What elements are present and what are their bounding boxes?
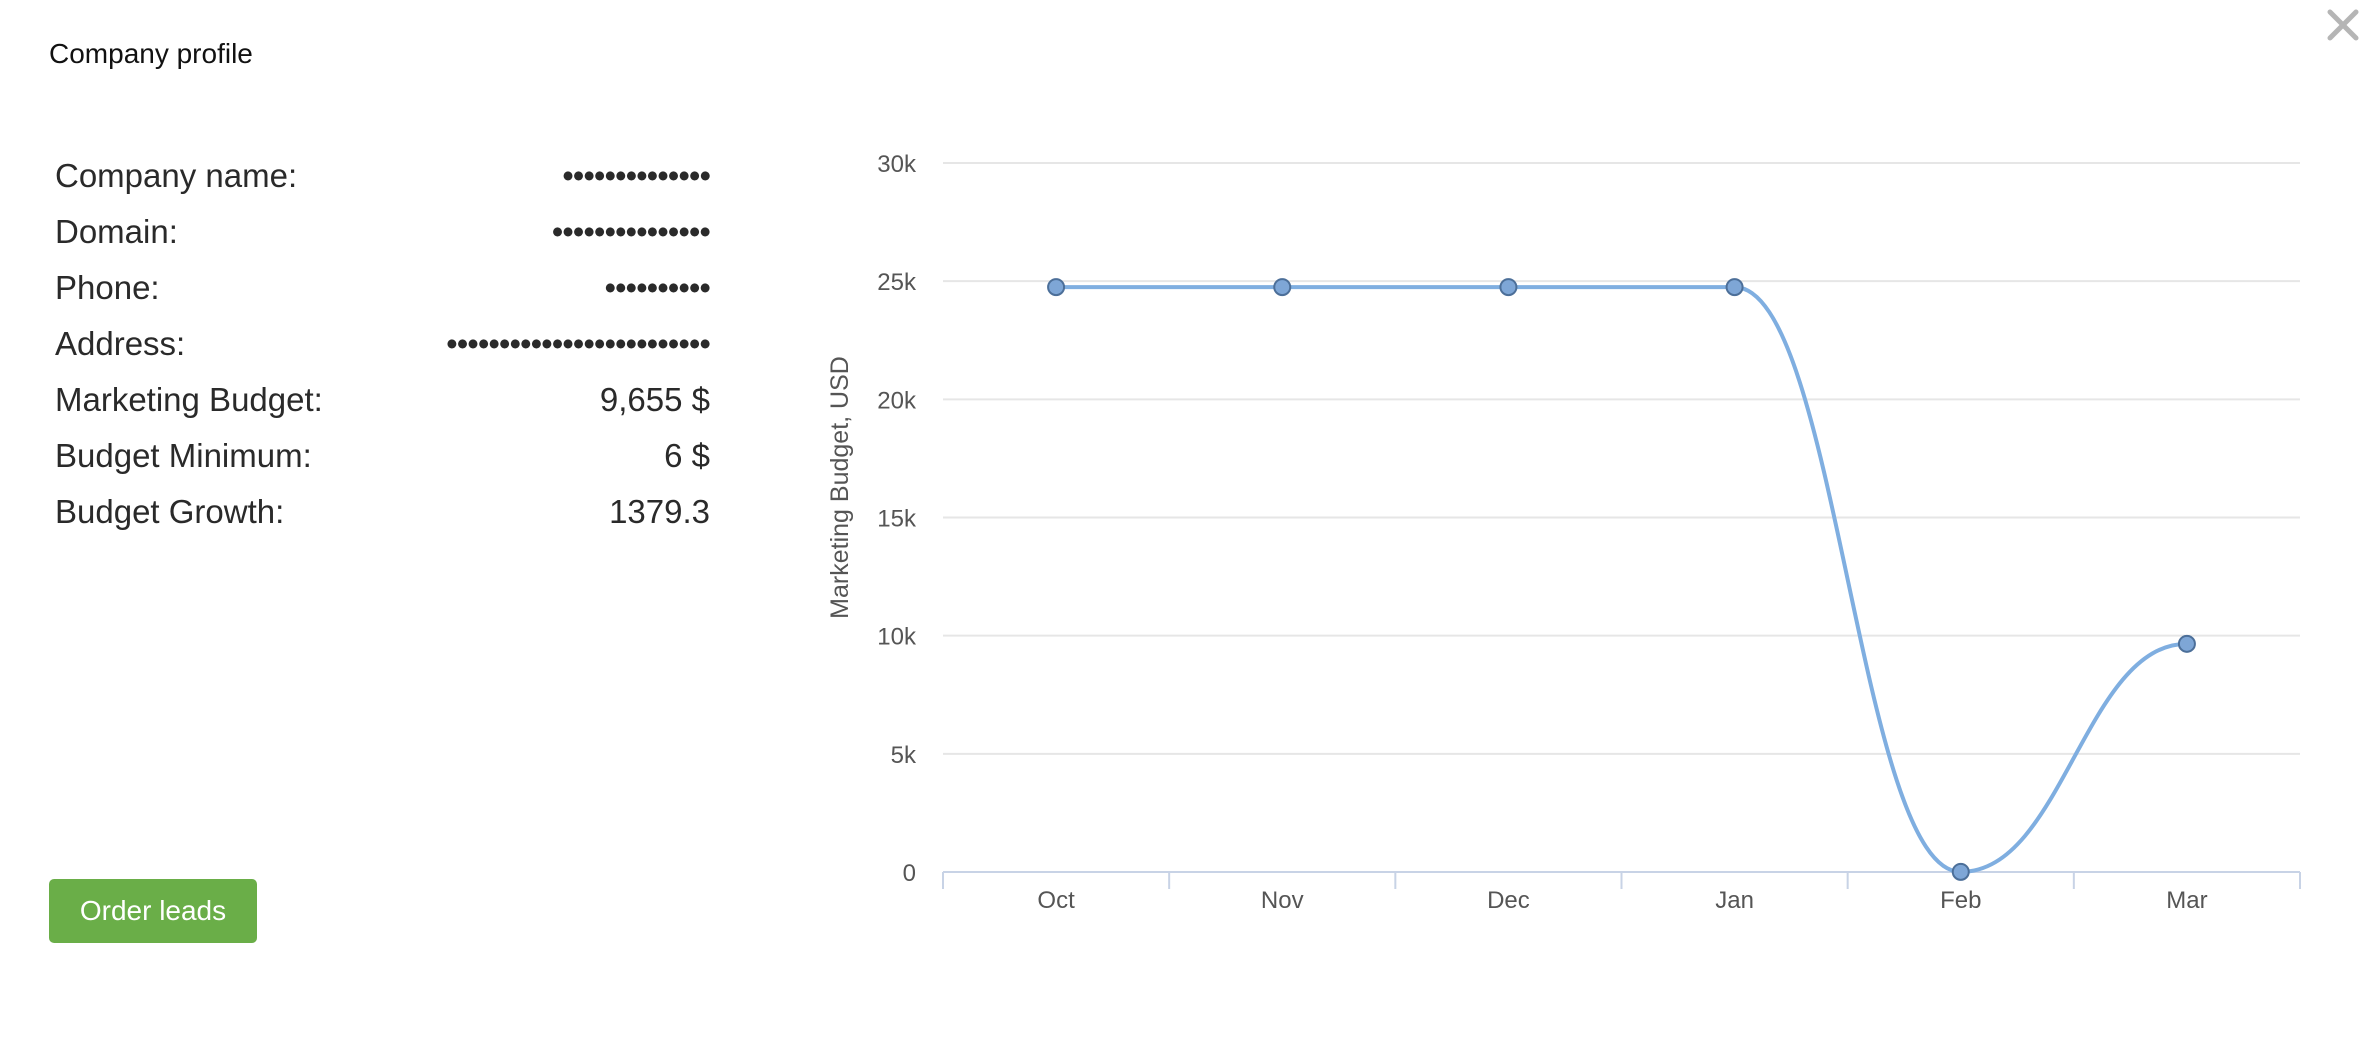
marketing-budget-label: Marketing Budget: xyxy=(55,381,323,418)
y-tick-label: 25k xyxy=(877,269,917,296)
x-tick-label: Jan xyxy=(1715,887,1754,914)
info-row-address: Address: ••••••••••••••••••••••••• xyxy=(55,316,711,372)
address-value: ••••••••••••••••••••••••• xyxy=(446,325,711,362)
data-point xyxy=(1951,862,1970,881)
x-tick-label: Oct xyxy=(1037,887,1075,914)
company-name-value: •••••••••••••• xyxy=(562,157,711,194)
data-point xyxy=(2177,634,2196,653)
y-tick-label: 0 xyxy=(903,860,916,887)
info-row-budget-growth: Budget Growth: 1379.3 xyxy=(55,484,710,540)
x-tick-label: Feb xyxy=(1940,887,1981,914)
info-row-marketing-budget: Marketing Budget: 9,655 $ xyxy=(55,372,710,428)
data-point xyxy=(1047,278,1066,297)
info-row-phone: Phone: •••••••••• xyxy=(55,260,711,316)
y-tick-label: 30k xyxy=(877,151,917,178)
dialog-title: Company profile xyxy=(49,38,253,69)
y-axis-title: Marketing Budget, USD xyxy=(826,356,854,619)
y-tick-label: 20k xyxy=(877,387,917,414)
y-tick-label: 15k xyxy=(877,506,917,533)
profile-info: Company name: •••••••••••••• Domain: •••… xyxy=(55,148,711,540)
order-leads-button[interactable]: Order leads xyxy=(49,879,257,943)
x-tick-label: Dec xyxy=(1487,887,1530,914)
data-point xyxy=(1725,278,1744,297)
chart-svg: 0 5k 10k 15k 20k 25k 30k Oct Nov Dec Jan Feb Mar Mark… xyxy=(826,151,2301,914)
y-tick-label: 5k xyxy=(891,742,917,769)
data-point xyxy=(1273,278,1292,297)
close-icon xyxy=(2327,9,2359,41)
series-line xyxy=(1056,285,2187,874)
budget-minimum-label: Budget Minimum: xyxy=(55,437,312,474)
domain-value: ••••••••••••••• xyxy=(551,213,711,250)
x-tick-label: Mar xyxy=(2166,887,2207,914)
phone-label: Phone: xyxy=(55,269,160,306)
close-button[interactable] xyxy=(2318,0,2368,50)
x-tick-label: Nov xyxy=(1261,887,1304,914)
budget-growth-label: Budget Growth: xyxy=(55,493,285,530)
marketing-budget-value: 9,655 $ xyxy=(599,381,710,418)
data-point xyxy=(1499,278,1518,297)
marketing-budget-chart: 0 5k 10k 15k 20k 25k 30k Oct Nov Dec Jan Feb Mar Mark… xyxy=(800,120,2320,940)
phone-value: •••••••••• xyxy=(604,269,711,306)
budget-growth-value: 1379.3 xyxy=(609,493,710,530)
budget-minimum-value: 6 $ xyxy=(664,437,710,474)
domain-label: Domain: xyxy=(55,213,178,250)
y-tick-label: 10k xyxy=(877,624,917,651)
info-row-domain: Domain: ••••••••••••••• xyxy=(55,204,711,260)
info-row-budget-minimum: Budget Minimum: 6 $ xyxy=(55,428,710,484)
company-name-label: Company name: xyxy=(55,157,298,194)
address-label: Address: xyxy=(55,325,186,362)
info-row-company-name: Company name: •••••••••••••• xyxy=(55,148,711,204)
